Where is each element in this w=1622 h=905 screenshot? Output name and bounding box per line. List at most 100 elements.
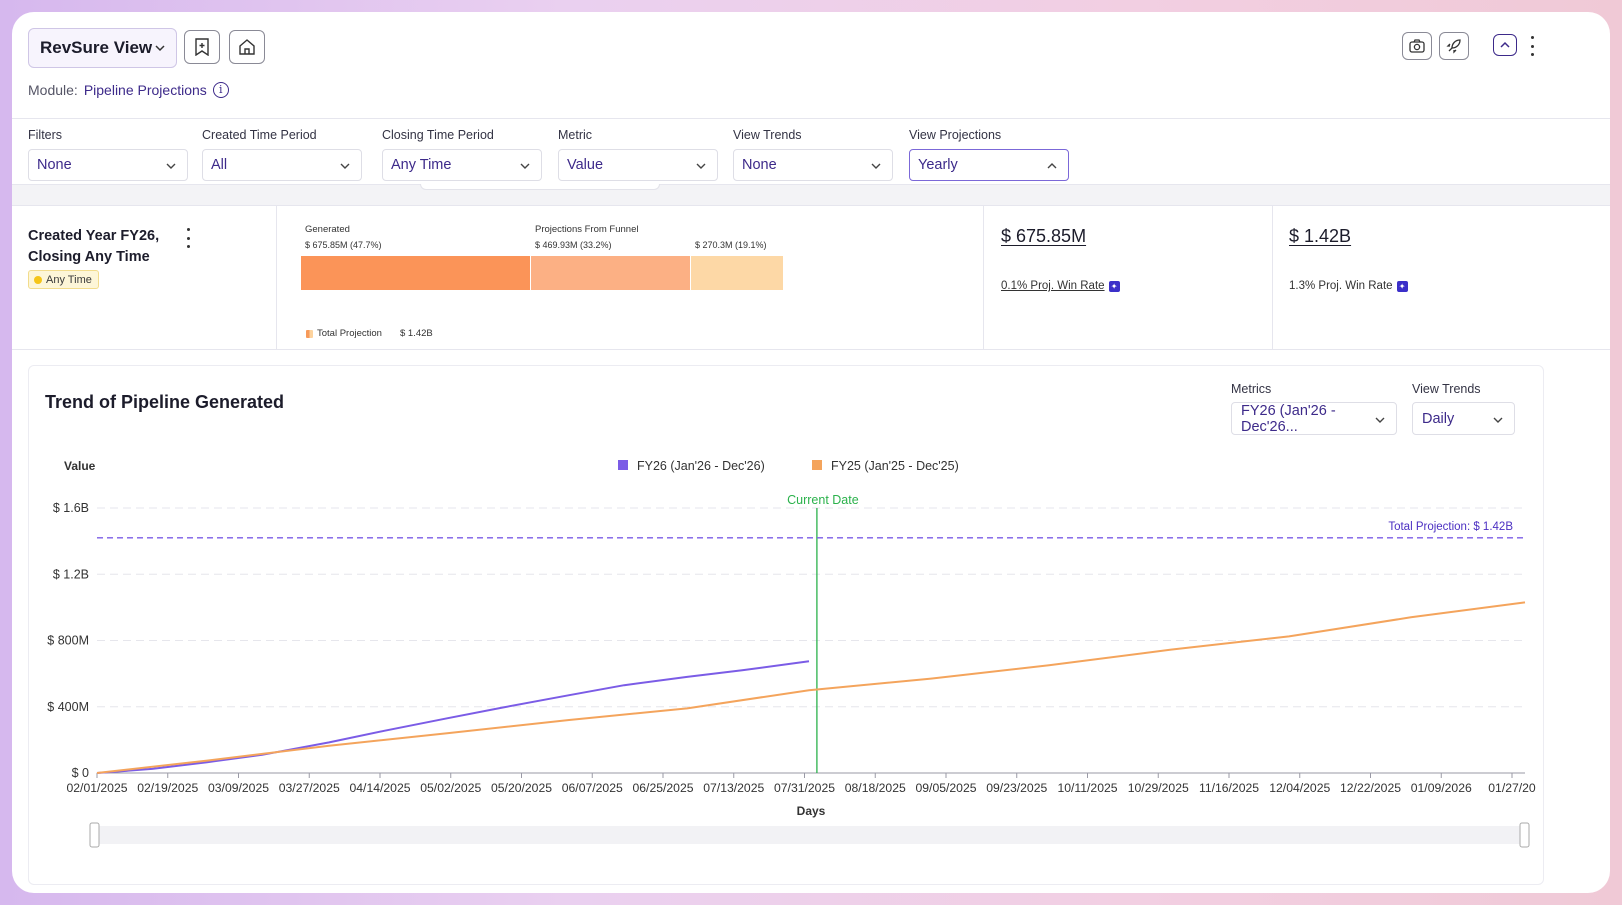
- projection-summary: Created Year FY26, Closing Any Time Any …: [12, 206, 1610, 350]
- chevron-down-icon: [1493, 417, 1503, 423]
- range-slider-handle-right[interactable]: [1519, 822, 1530, 848]
- chevron-down-icon: [1375, 417, 1385, 423]
- filter-value: All: [211, 157, 228, 173]
- filter-value: Value: [567, 157, 604, 173]
- current-date-label: Current Date: [787, 493, 859, 507]
- filter-label: Created Time Period: [202, 128, 317, 142]
- x-tick-label: 07/31/2025: [774, 781, 835, 795]
- trend-card: Trend of Pipeline Generated Metrics FY26…: [28, 365, 1544, 885]
- status-dot: [34, 275, 42, 284]
- chevron-down-icon: [340, 163, 350, 169]
- filters-dropdown[interactable]: None: [28, 149, 188, 181]
- home-button[interactable]: [229, 30, 265, 64]
- filter-label: Closing Time Period: [382, 128, 494, 142]
- filter-view-trends: View Trends None: [733, 125, 893, 181]
- filter-value: Any Time: [391, 157, 452, 173]
- filter-label: View Projections: [909, 128, 1002, 142]
- filter-created-time-period: Created Time Period All: [202, 125, 362, 181]
- legend-label: FY26 (Jan'26 - Dec'26): [637, 459, 765, 473]
- pipeline-trend-chart: $ 0 $ 400M $ 800M $ 1.2B $ 1.6B 02/01/2025 02/…: [47, 459, 1536, 848]
- legend-swatch: [812, 460, 822, 470]
- bookmark-button[interactable]: [184, 30, 220, 64]
- summary-more-icon[interactable]: [182, 228, 194, 248]
- win-rate-text: 0.1% Proj. Win Rate: [1001, 280, 1105, 292]
- x-tick-label: 12/22/2025: [1340, 781, 1401, 795]
- filter-filters: Filters None: [28, 125, 188, 181]
- total-projection-label: Total Projection: [317, 328, 382, 339]
- x-tick-label: 09/05/2025: [916, 781, 977, 795]
- x-tick-label: 11/16/2025: [1199, 781, 1259, 795]
- screenshot-button[interactable]: [1402, 32, 1432, 60]
- proj-win-rate[interactable]: 0.1% Proj. Win Rate ✦: [1001, 280, 1120, 292]
- filter-label: Filters: [28, 128, 63, 142]
- created-time-period-dropdown[interactable]: All: [202, 149, 362, 181]
- metrics-label: Metrics: [1231, 382, 1272, 396]
- view-projections-dropdown[interactable]: Yearly: [909, 149, 1069, 181]
- total-projection-label: Total Projection: $ 1.42B: [1388, 521, 1513, 533]
- x-tick-label: 06/07/2025: [562, 781, 623, 795]
- module-row: Module: Pipeline Projections i: [28, 82, 229, 98]
- more-options-icon[interactable]: [1528, 36, 1536, 56]
- filter-label: Metric: [558, 128, 593, 142]
- view-trends-dropdown[interactable]: Daily: [1412, 402, 1515, 435]
- x-tick-label: 07/13/2025: [703, 781, 764, 795]
- x-tick-label: 09/23/2025: [986, 781, 1047, 795]
- filter-label: View Trends: [733, 128, 802, 142]
- chevron-down-icon: [696, 163, 706, 169]
- camera-icon: [1409, 39, 1425, 53]
- x-tick-label: 05/20/2025: [491, 781, 552, 795]
- metric-dropdown[interactable]: Value: [558, 149, 718, 181]
- view-selector[interactable]: RevSure View: [28, 28, 177, 68]
- legend-label: FY25 (Jan'25 - Dec'25): [831, 459, 959, 473]
- range-slider-track: [95, 826, 1525, 844]
- filter-closing-time-period: Closing Time Period Any Time: [382, 125, 542, 181]
- divider: [1272, 206, 1273, 350]
- home-icon: [239, 39, 255, 55]
- x-tick-label: 08/18/2025: [845, 781, 906, 795]
- total-projection-value: $ 1.42B: [400, 328, 433, 339]
- funnel-segment[interactable]: [530, 256, 690, 290]
- view-trends-dropdown[interactable]: None: [733, 149, 893, 181]
- app-frame: RevSure View Module: Pipeline Projection…: [12, 12, 1610, 893]
- divider: [276, 206, 277, 350]
- win-rate-text: 1.3% Proj. Win Rate: [1289, 280, 1393, 292]
- x-tick-label: 01/09/2026: [1411, 781, 1472, 795]
- chevron-down-icon: [520, 163, 530, 169]
- summary-title: Created Year FY26, Closing Any Time: [28, 228, 160, 265]
- fy25-series-line: [96, 601, 1526, 774]
- header-divider: [12, 118, 1610, 119]
- metrics-dropdown[interactable]: FY26 (Jan'26 - Dec'26...: [1231, 402, 1397, 435]
- y-tick-label: $ 1.2B: [53, 567, 89, 581]
- section-strip: [12, 184, 1610, 206]
- generated-segment[interactable]: [301, 256, 530, 290]
- launch-button[interactable]: [1439, 32, 1469, 60]
- trend-title: Trend of Pipeline Generated: [45, 392, 285, 412]
- generated-amount-link[interactable]: $ 675.85M: [1001, 226, 1087, 246]
- view-trends-label: View Trends: [1412, 382, 1481, 396]
- y-axis-title: Value: [64, 459, 96, 473]
- x-tick-label: 01/27/20: [1488, 781, 1536, 795]
- x-tick-label: 02/19/2025: [137, 781, 198, 795]
- total-amount-link[interactable]: $ 1.42B: [1289, 226, 1352, 246]
- x-tick-label: 02/01/2025: [67, 781, 128, 795]
- closing-time-period-dropdown[interactable]: Any Time: [382, 149, 542, 181]
- module-label: Module:: [28, 82, 78, 98]
- metrics-value: FY26 (Jan'26 - Dec'26...: [1241, 402, 1336, 435]
- x-tick-label: 04/14/2025: [350, 781, 411, 795]
- range-slider-handle-left[interactable]: [89, 822, 100, 848]
- divider: [983, 206, 984, 350]
- collapse-button[interactable]: [1493, 34, 1517, 56]
- view-title: RevSure View: [40, 38, 153, 57]
- filter-value: None: [742, 157, 777, 173]
- remaining-segment[interactable]: [690, 256, 783, 290]
- legend-swatch: [618, 460, 628, 470]
- y-tick-label: $ 1.6B: [53, 501, 89, 515]
- strip-tab: [420, 184, 660, 190]
- info-icon[interactable]: i: [212, 82, 229, 98]
- x-tick-label: 12/04/2025: [1269, 781, 1330, 795]
- x-tick-label: 06/25/2025: [633, 781, 694, 795]
- module-value[interactable]: Pipeline Projections: [83, 82, 207, 98]
- proj-win-rate: 1.3% Proj. Win Rate ✦: [1289, 280, 1408, 292]
- chevron-down-icon: [871, 163, 881, 169]
- fy26-series-line: [96, 660, 810, 774]
